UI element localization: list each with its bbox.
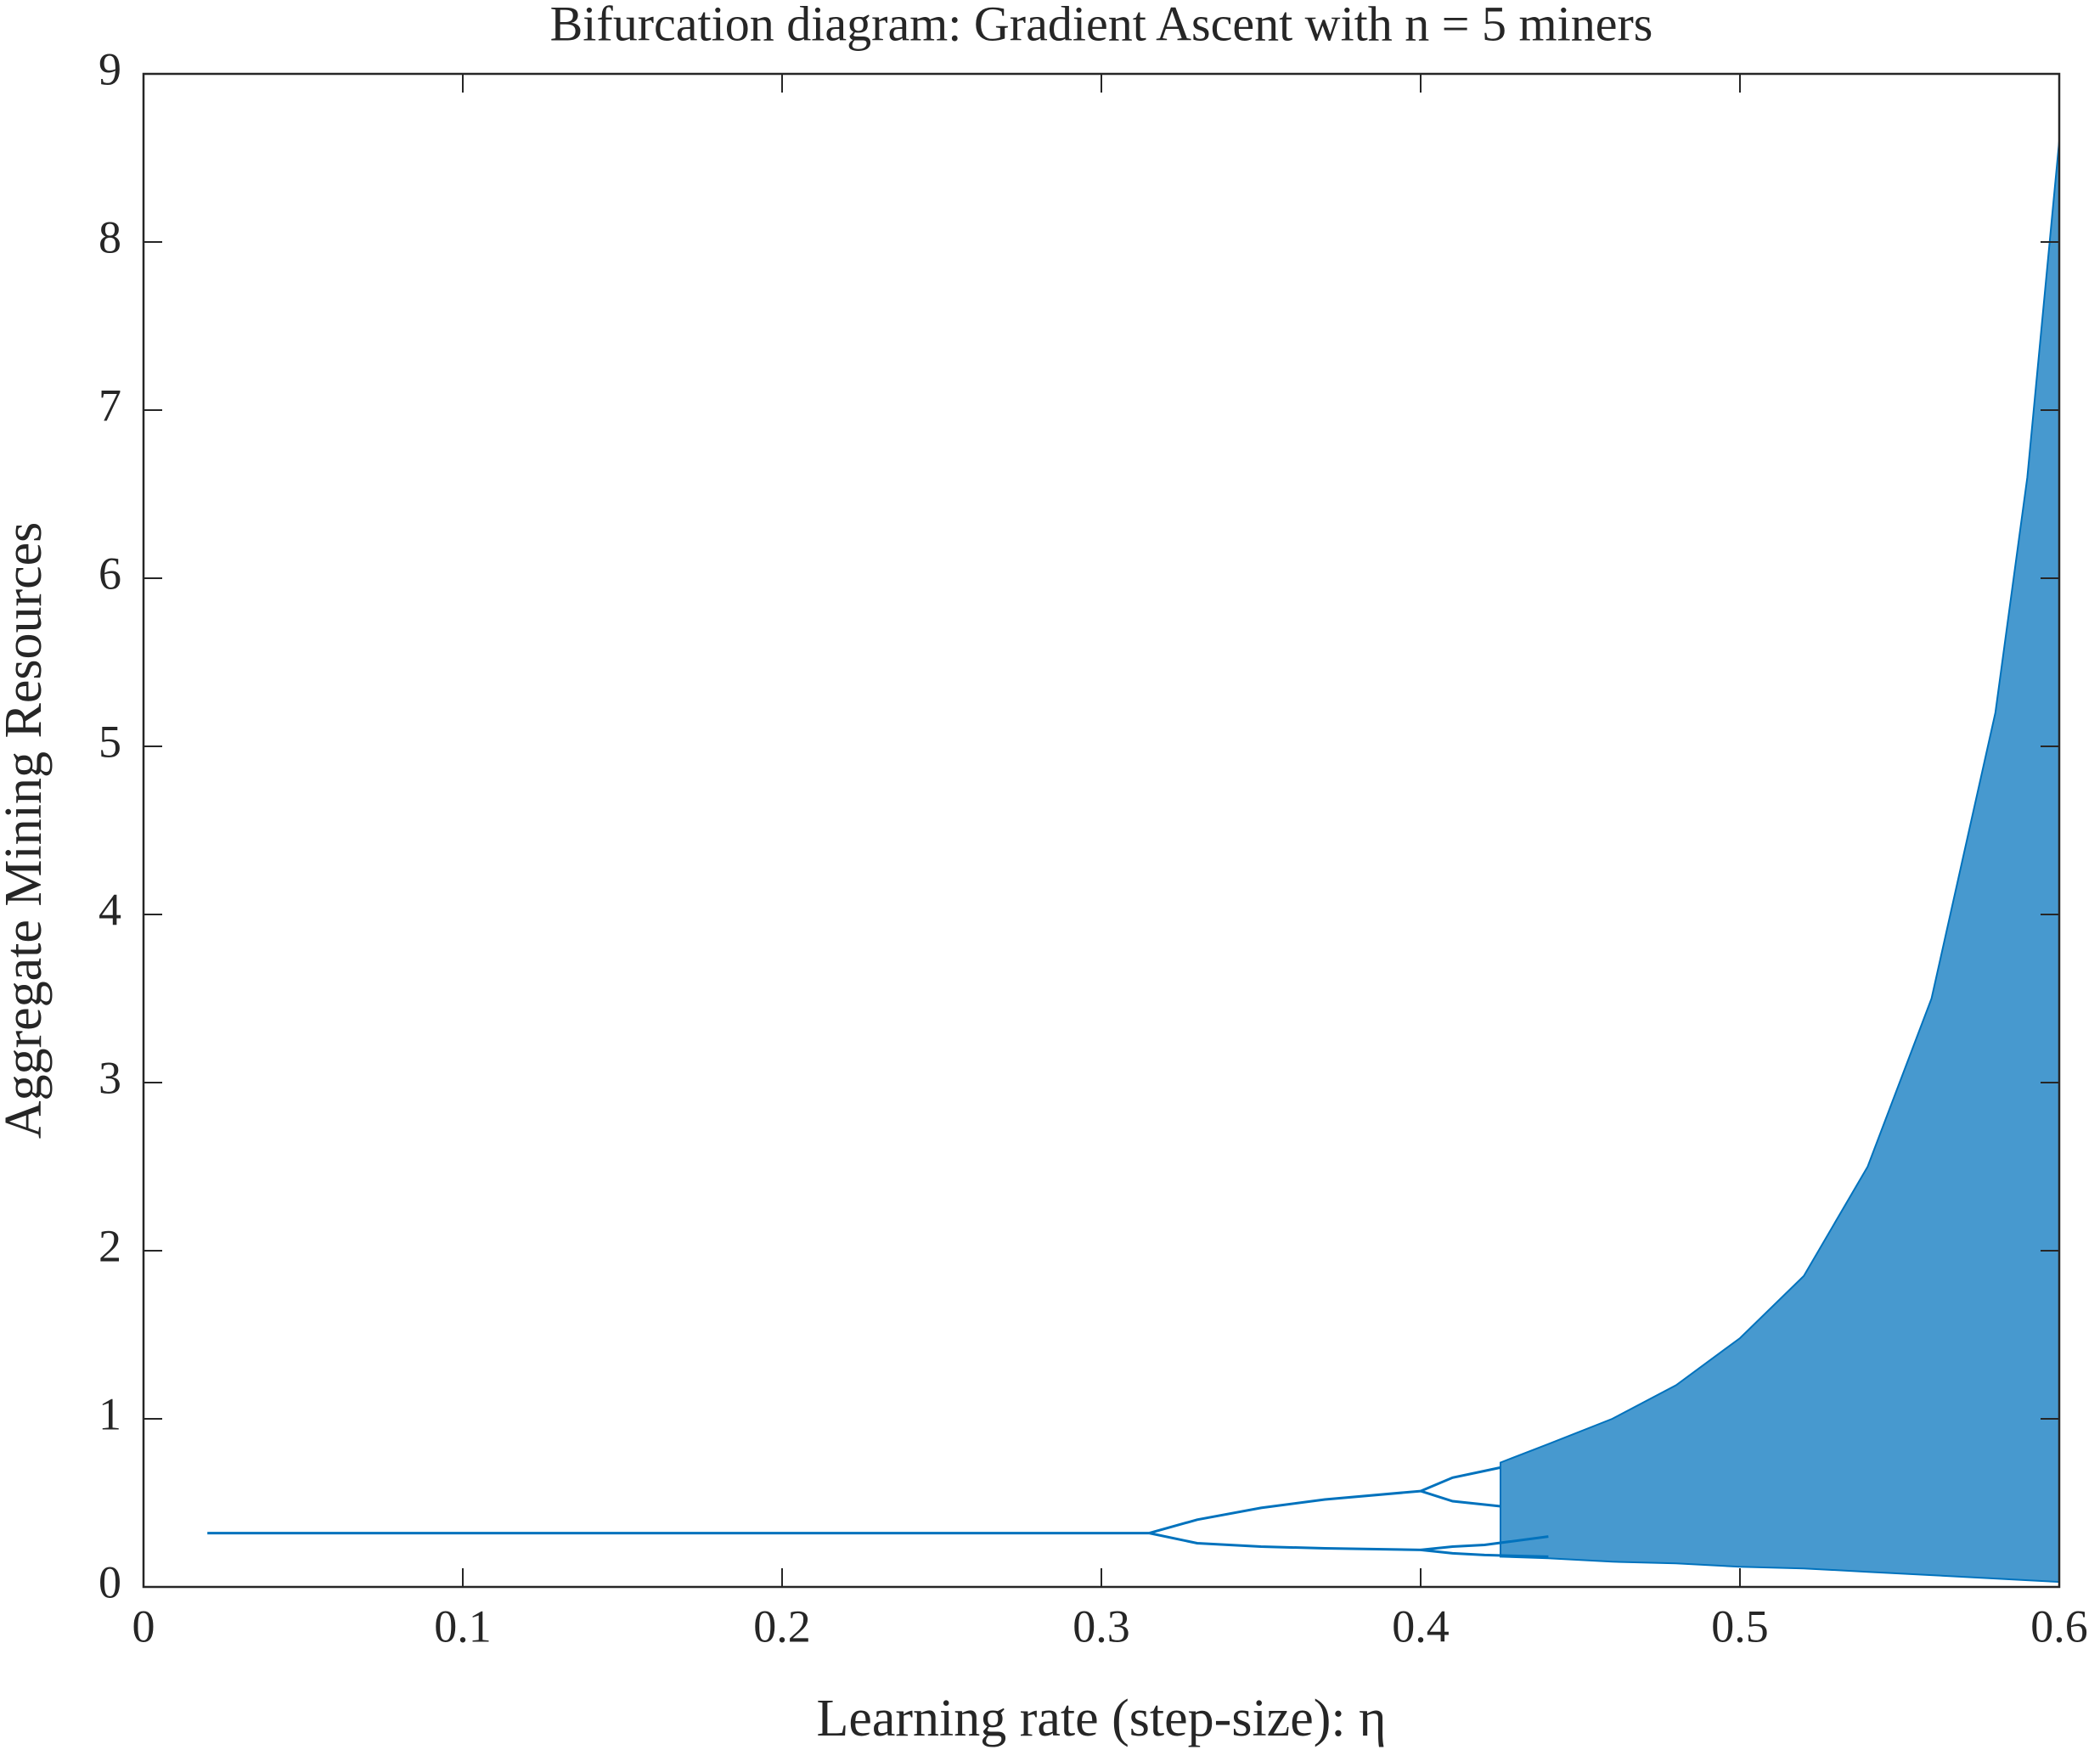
- chaotic-region: [1500, 141, 2060, 1584]
- y-tick-label: 1: [99, 1388, 121, 1439]
- branch-line: [1420, 1535, 1549, 1551]
- branch-line: [1420, 1548, 1549, 1558]
- y-tick-label: 9: [99, 43, 121, 94]
- x-tick-label: 0.2: [753, 1601, 811, 1651]
- x-tick-label: 0.3: [1073, 1601, 1130, 1651]
- x-tick-label: 0.5: [1711, 1601, 1769, 1651]
- y-tick-label: 6: [99, 548, 121, 599]
- chart-title: Bifurcation diagram: Gradient Ascent wit…: [550, 0, 1653, 51]
- branch-line: [1420, 1466, 1501, 1493]
- y-tick-label: 8: [99, 211, 121, 262]
- y-tick-label: 5: [99, 716, 121, 767]
- y-tick-label: 3: [99, 1052, 121, 1103]
- y-tick-label: 7: [99, 380, 121, 430]
- x-tick-label: 0.6: [2030, 1601, 2088, 1651]
- x-tick-label: 0.1: [434, 1601, 492, 1651]
- branch-line: [1420, 1489, 1501, 1508]
- plot-frame: [142, 72, 2061, 1589]
- y-tick-label: 0: [99, 1556, 121, 1607]
- x-tick-label: 0: [132, 1601, 155, 1651]
- y-axis-label: Aggregate Mining Resources: [0, 522, 53, 1139]
- y-tick-label: 2: [99, 1220, 121, 1271]
- branch-line: [1148, 1489, 1422, 1535]
- x-axis-label: Learning rate (step-size): η: [816, 1690, 1386, 1747]
- branch-line: [1149, 1532, 1422, 1551]
- x-tick-label: 0.4: [1392, 1601, 1450, 1651]
- y-tick-label: 4: [99, 884, 121, 935]
